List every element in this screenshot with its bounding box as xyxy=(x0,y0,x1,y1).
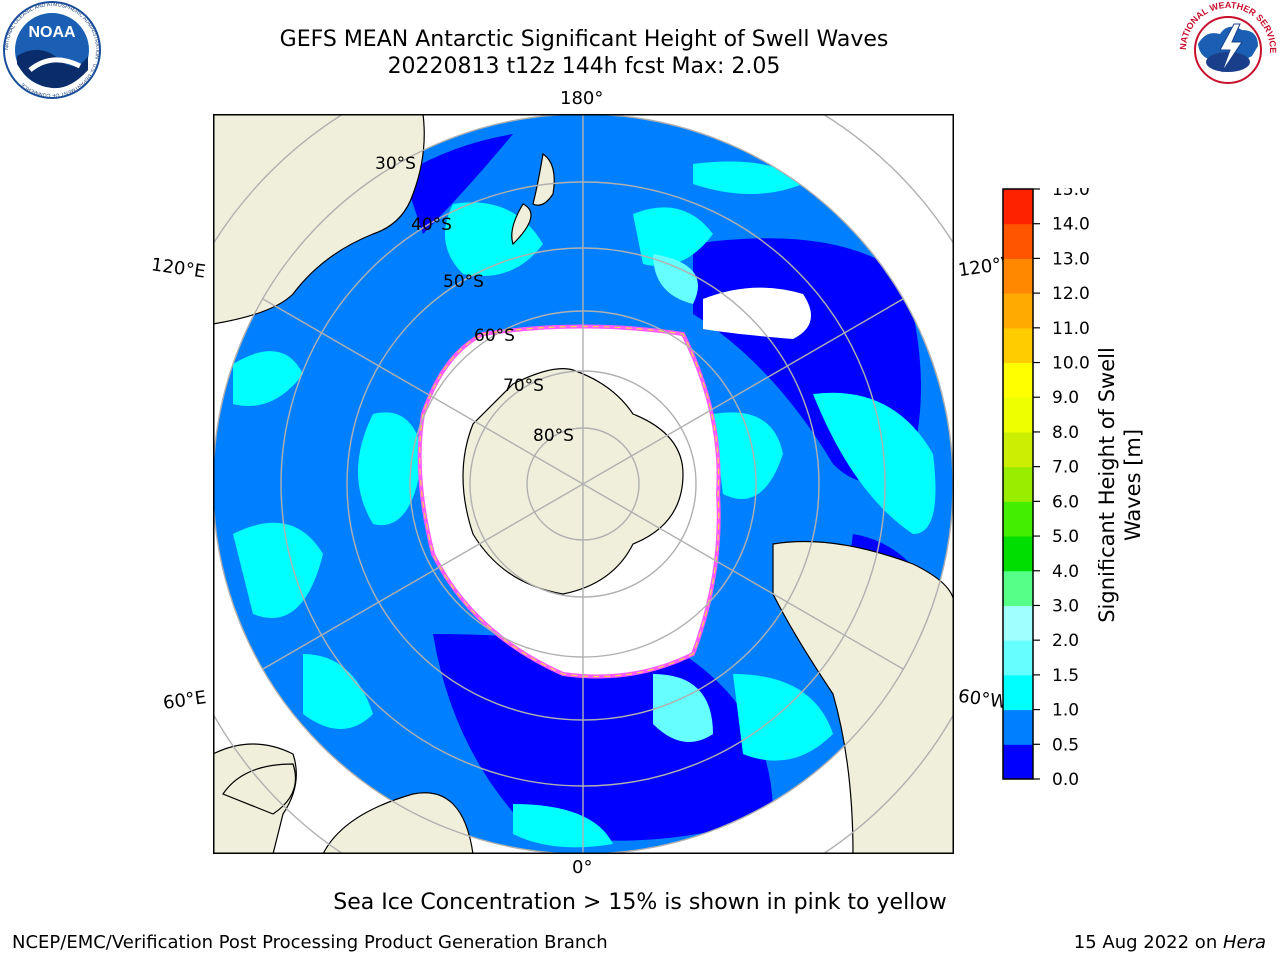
noaa-logo: NOAA NATIONAL OCEANIC AND ATMOSPHERIC AD… xyxy=(3,1,101,99)
lon-label-120e: 120°E xyxy=(149,254,207,283)
colorbar-tick-label: 5.0 xyxy=(1052,527,1079,547)
colorbar-segment xyxy=(1003,258,1033,294)
colorbar-tick-label: 12.0 xyxy=(1052,284,1090,304)
colorbar-segment xyxy=(1003,744,1033,780)
nws-logo: NATIONAL WEATHER SERVICE xyxy=(1178,0,1278,98)
colorbar-segment xyxy=(1003,605,1033,641)
colorbar-ticks: 0.0 0.5 1.0 1.5 2.0 3.0 4.0 5.0 6.0 7.0 8.0 9.0 10.0… xyxy=(1033,188,1090,788)
colorbar-segment xyxy=(1003,431,1033,468)
colorbar-segment xyxy=(1003,327,1033,364)
colorbar-tick-label: 13.0 xyxy=(1052,249,1090,269)
colorbar-tick-label: 9.0 xyxy=(1052,388,1079,408)
colorbar-segment xyxy=(1003,293,1033,329)
colorbar-tick-label: 7.0 xyxy=(1052,458,1079,478)
map-border xyxy=(213,114,954,854)
colorbar-tick-label: 11.0 xyxy=(1052,319,1090,339)
colorbar-label-line1: Significant Height of Swell xyxy=(1098,347,1119,623)
colorbar-segment xyxy=(1003,709,1033,745)
colorbar-label-line2: Waves [m] xyxy=(1121,429,1145,541)
colorbar-tick-label: 0.5 xyxy=(1052,735,1079,755)
colorbar-segment xyxy=(1003,536,1033,572)
lat-label-70s: 70°S xyxy=(503,376,544,396)
colorbar-tick-label: 2.0 xyxy=(1052,631,1079,651)
land-masses xyxy=(213,114,954,854)
footer-credit: NCEP/EMC/Verification Post Processing Pr… xyxy=(12,932,608,953)
noaa-logo-text: NOAA xyxy=(28,24,76,41)
colorbar-segment xyxy=(1003,640,1033,676)
colorbar-segment xyxy=(1003,466,1033,502)
graticule xyxy=(213,114,953,854)
lat-label-30s: 30°S xyxy=(375,154,416,174)
colorbar-segment xyxy=(1003,397,1033,433)
lon-label-0: 0° xyxy=(572,857,593,878)
colorbar-tick-label: 15.0 xyxy=(1052,188,1090,200)
colorbar-segment xyxy=(1003,674,1033,711)
footer-date: 15 Aug 2022 on Hera xyxy=(1074,932,1266,953)
colorbar-label: Significant Height of Swell Waves [m] xyxy=(1098,347,1145,623)
lat-label-40s: 40°S xyxy=(411,215,452,235)
footer-host: Hera xyxy=(1222,932,1266,953)
colorbar-segment xyxy=(1003,570,1033,606)
colorbar-tick-label: 1.5 xyxy=(1052,666,1079,686)
polar-map: 30°S 40°S 50°S 60°S 70°S 80°S xyxy=(213,114,954,854)
colorbar-tick-label: 0.0 xyxy=(1052,770,1079,788)
colorbar-tick-label: 8.0 xyxy=(1052,423,1079,443)
colorbar-segments xyxy=(1003,189,1033,780)
lon-label-180: 180° xyxy=(560,88,604,109)
chart-title: GEFS MEAN Antarctic Significant Height o… xyxy=(279,27,889,52)
colorbar-segment xyxy=(1003,501,1033,537)
colorbar-segment xyxy=(1003,223,1033,259)
lat-label-50s: 50°S xyxy=(443,272,484,292)
colorbar-tick-label: 3.0 xyxy=(1052,596,1079,616)
colorbar: 0.0 0.5 1.0 1.5 2.0 3.0 4.0 5.0 6.0 7.0 8.0 9.0 10.0… xyxy=(1002,188,1090,788)
colorbar-tick-label: 10.0 xyxy=(1052,354,1090,374)
chart-subtitle: 20220813 t12z 144h fcst Max: 2.05 xyxy=(387,54,781,79)
colorbar-tick-label: 14.0 xyxy=(1052,215,1090,235)
colorbar-segment xyxy=(1003,189,1033,225)
colorbar-tick-label: 1.0 xyxy=(1052,701,1079,721)
lon-label-60e: 60°E xyxy=(161,687,208,714)
colorbar-tick-label: 4.0 xyxy=(1052,562,1079,582)
lat-label-80s: 80°S xyxy=(533,426,574,446)
sea-ice-note: Sea Ice Concentration > 15% is shown in … xyxy=(333,890,947,915)
colorbar-segment xyxy=(1003,362,1033,398)
colorbar-border xyxy=(1002,188,1034,780)
colorbar-tick-label: 6.0 xyxy=(1052,492,1079,512)
footer-date-text: 15 Aug 2022 on xyxy=(1073,932,1223,953)
lat-label-60s: 60°S xyxy=(474,326,515,346)
